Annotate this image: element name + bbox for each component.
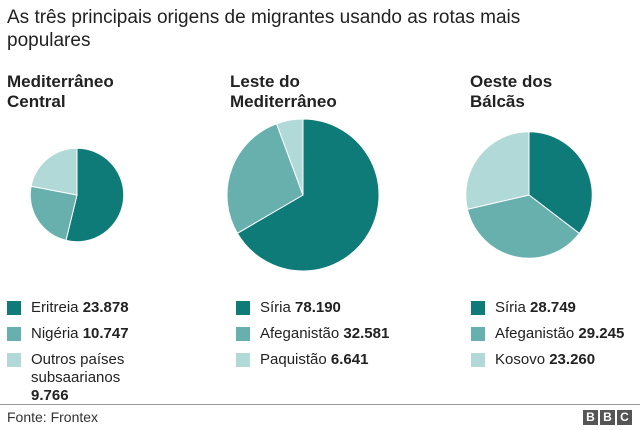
legend-value: 29.245 <box>578 325 625 342</box>
legend-label: Afeganistão <box>495 325 575 342</box>
legend-swatch <box>471 327 485 341</box>
legend-item: Nigéria 10.747 <box>7 325 217 343</box>
legend-swatch <box>7 301 21 315</box>
legend-label: Síria <box>260 299 291 316</box>
legend-swatch <box>7 353 21 367</box>
legend-balkans: Síria 28.749 Afeganistão 29.245 Kosovo 2… <box>471 299 640 377</box>
legend-swatch <box>236 353 250 367</box>
legend-value: 28.749 <box>530 299 576 316</box>
pie-title-balkans: Oeste dos Bálcãs <box>470 72 553 111</box>
legend-swatch <box>471 353 485 367</box>
legend-item: Kosovo 23.260 <box>471 351 640 369</box>
legend-label: Afeganistão <box>260 325 340 342</box>
pie-slice-1-0 <box>236 118 380 272</box>
footer-divider <box>0 404 640 405</box>
legend-label: Nigéria <box>31 325 79 342</box>
legend-value: 6.641 <box>330 351 369 368</box>
pie-slice-2-1 <box>466 194 580 259</box>
legend-value: 23.878 <box>82 299 129 316</box>
pie-slice-0-2 <box>30 147 78 196</box>
logo-letter: B <box>600 410 615 425</box>
logo-letter: C <box>617 410 632 425</box>
legend-item: Eritreia 23.878 <box>7 299 217 317</box>
pie-slice-1-2 <box>275 118 304 196</box>
pie-slice-2-2 <box>465 131 530 210</box>
source-note: Fonte: Frontex <box>7 409 99 425</box>
legend-label: Kosovo <box>495 351 546 368</box>
legend-swatch <box>236 327 250 341</box>
legend-label: Síria <box>495 299 526 316</box>
legend-item: Síria 78.190 <box>236 299 456 317</box>
pie-slice-0-1 <box>29 185 78 242</box>
legend-item: Outros países subsaarianos 9.766 <box>7 351 161 405</box>
bbc-logo: B B C <box>583 410 632 425</box>
legend-label: Outros países subsaarianos <box>31 351 125 386</box>
chart-title: As três principais origens de migrantes … <box>7 7 521 51</box>
pie-slice-1-1 <box>226 123 304 234</box>
legend-east: Síria 78.190 Afeganistão 32.581 Paquistã… <box>236 299 456 377</box>
legend-value: 78.190 <box>295 299 341 316</box>
legend-item: Síria 28.749 <box>471 299 640 317</box>
legend-swatch <box>7 327 21 341</box>
logo-letter: B <box>583 410 598 425</box>
legend-label: Eritreia <box>31 299 79 316</box>
legend-value: 9.766 <box>31 387 69 404</box>
pie-title-central: Mediterrâneo Central <box>7 72 114 111</box>
legend-item: Afeganistão 32.581 <box>236 325 456 343</box>
pie-title-east: Leste do Mediterrâneo <box>230 72 337 111</box>
legend-value: 23.260 <box>549 351 596 368</box>
legend-label: Paquistão <box>260 351 327 368</box>
legend-item: Afeganistão 29.245 <box>471 325 640 343</box>
legend-swatch <box>471 301 485 315</box>
pie-slice-0-0 <box>65 147 125 243</box>
legend-value: 10.747 <box>82 325 129 342</box>
legend-item: Paquistão 6.641 <box>236 351 456 369</box>
legend-swatch <box>236 301 250 315</box>
legend-central: Eritreia 23.878 Nigéria 10.747 Outros pa… <box>7 299 217 413</box>
legend-value: 32.581 <box>343 325 390 342</box>
pie-slice-2-0 <box>528 131 593 235</box>
